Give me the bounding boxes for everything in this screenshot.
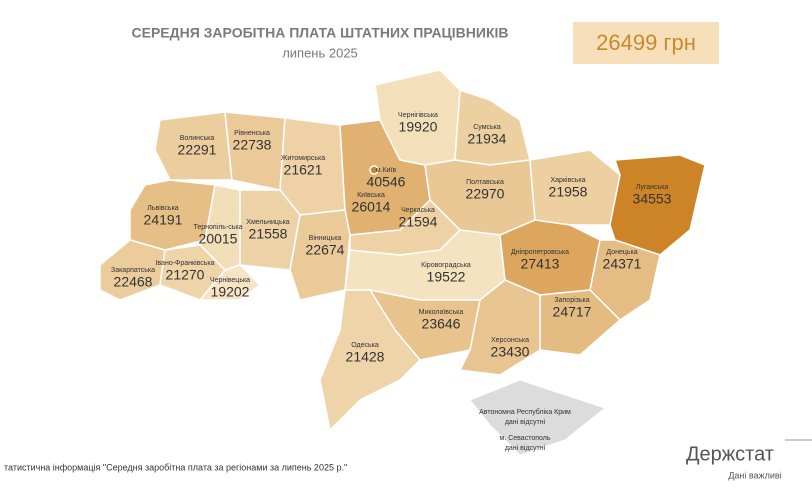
region-name: Херсонська — [491, 337, 529, 344]
region-value: 21621 — [284, 162, 323, 178]
region-value: 23646 — [422, 316, 461, 332]
sevastopol-note: дані відсутні — [505, 444, 546, 452]
region-value: 24717 — [553, 304, 592, 320]
region-name: Хмельницька — [246, 219, 290, 226]
region-value: 21594 — [399, 214, 438, 230]
region-name: Львівська — [147, 204, 179, 212]
region-value: 23430 — [491, 344, 530, 360]
region-value: 40546 — [367, 174, 406, 190]
region-name: Одеська — [351, 342, 379, 349]
region-name: Волинська — [180, 135, 215, 142]
region-value: 22970 — [466, 186, 505, 202]
region — [319, 289, 422, 432]
region-name: Сумська — [473, 124, 501, 131]
region-value: 21958 — [549, 184, 588, 200]
region-name: Рівненська — [234, 129, 270, 137]
region-value: 24191 — [144, 212, 183, 228]
region-name: Харківська — [551, 176, 586, 184]
region-name: Полтавська — [466, 179, 504, 186]
region-value: 24371 — [603, 256, 642, 272]
region-value: 22468 — [114, 274, 153, 290]
region-value: 19920 — [399, 119, 438, 135]
region-value: 22738 — [233, 137, 272, 153]
region-name: Кіровоградська — [421, 261, 471, 269]
subtitle: липень 2025 — [282, 45, 358, 60]
region-value: 20015 — [199, 231, 238, 247]
sevastopol-name: м. Севастополь — [500, 435, 551, 442]
map — [99, 69, 706, 456]
region-name: Чернівецька — [210, 276, 250, 284]
region-value: 22291 — [178, 142, 217, 158]
region-name: м.Київ — [376, 167, 397, 174]
crimea-note: дані відсутні — [505, 418, 546, 426]
region-name: Івано-Франківська — [155, 259, 214, 267]
region-value: 19202 — [211, 284, 250, 300]
region-name: Київська — [357, 192, 385, 199]
crimea-shape — [469, 379, 607, 456]
region-name: Запорізька — [554, 296, 589, 304]
region — [154, 111, 233, 181]
region-value: 21558 — [249, 226, 288, 242]
region-value: 26014 — [352, 199, 391, 215]
region-name: Миколаївська — [419, 309, 464, 316]
region-name: Чернігівська — [398, 111, 438, 119]
region-value: 34553 — [633, 191, 672, 207]
region — [198, 264, 262, 301]
region-value: 22674 — [306, 242, 345, 258]
region-name: Житомирська — [281, 155, 325, 162]
crimea-name: Автономна Республіка Крим — [479, 408, 571, 416]
region-value: 27413 — [521, 256, 560, 272]
region-name: Черкаська — [401, 207, 435, 214]
region-name: Вінницька — [309, 234, 342, 242]
region-name: Закарпатська — [111, 267, 155, 274]
capital-marker — [369, 165, 379, 175]
total-box — [573, 22, 719, 64]
source: татистична інформація "Середня заробітна… — [4, 462, 347, 472]
slogan: Дані важливі — [728, 470, 781, 480]
region-value: 21428 — [346, 349, 385, 365]
region-name: Дніпропетровська — [511, 248, 569, 256]
region-value: 21934 — [468, 131, 507, 147]
region-name: Донецька — [606, 249, 637, 256]
total: 26499 грн — [596, 30, 696, 55]
region-value: 19522 — [427, 269, 466, 285]
title: СЕРЕДНЯ ЗАРОБІТНА ПЛАТА ШТАТНИХ ПРАЦІВНИ… — [132, 25, 509, 41]
logo: Держстат — [686, 443, 774, 465]
region — [458, 279, 541, 376]
region-name: Луганська — [636, 184, 669, 191]
region — [609, 154, 706, 256]
region-name: Тернопіль-ська — [193, 223, 242, 231]
region-value: 21270 — [166, 267, 205, 283]
